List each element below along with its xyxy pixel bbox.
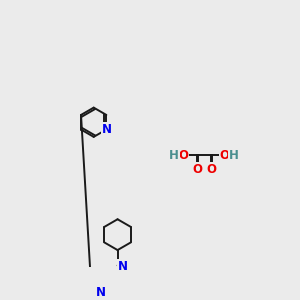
Text: N: N (118, 260, 128, 273)
Text: N: N (96, 286, 106, 299)
Text: O: O (193, 163, 202, 176)
Text: O: O (220, 149, 230, 162)
Text: H: H (229, 149, 238, 162)
Text: O: O (206, 163, 217, 176)
Text: H: H (169, 149, 179, 162)
Text: O: O (178, 149, 188, 162)
Text: N: N (102, 123, 112, 136)
